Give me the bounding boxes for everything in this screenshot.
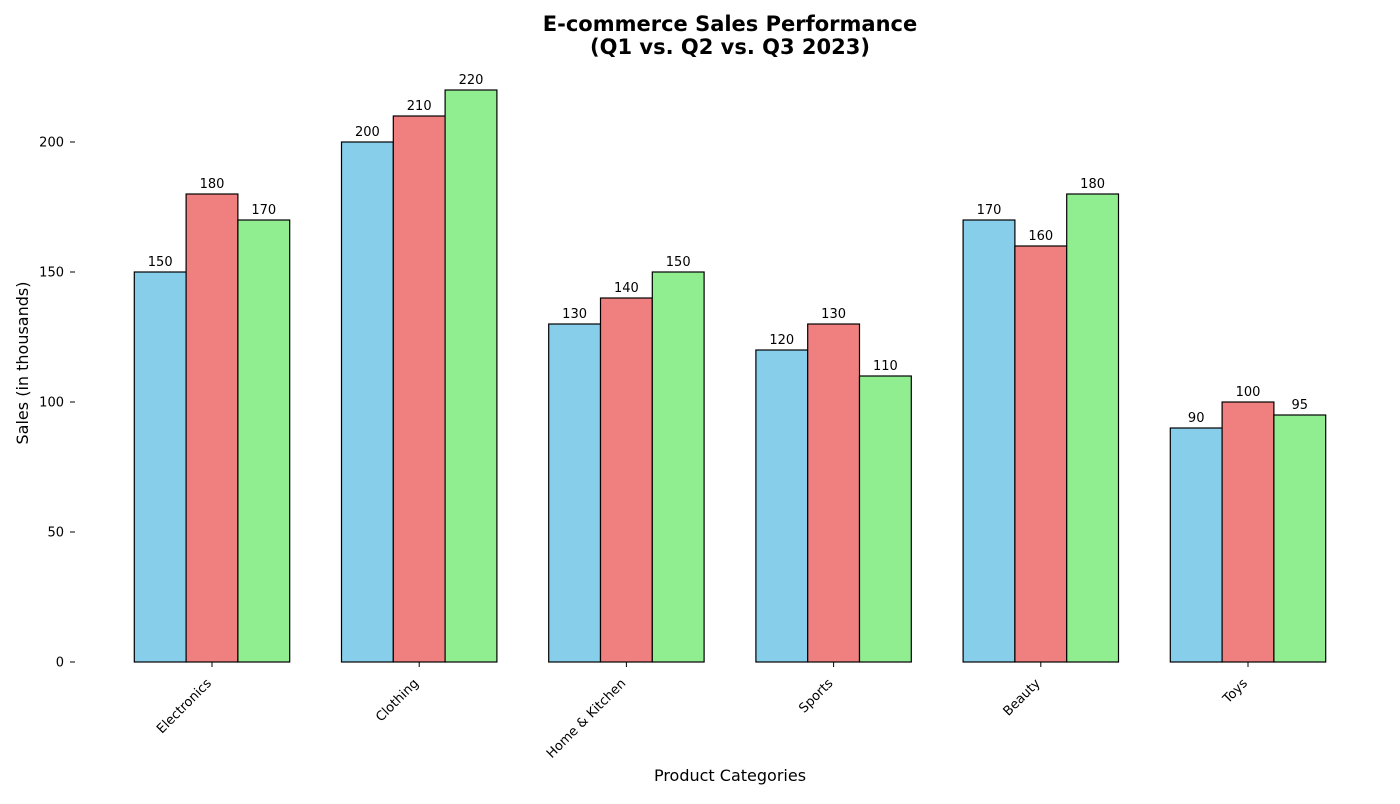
- bar-value-label: 140: [614, 281, 639, 296]
- bar: [1273, 414, 1327, 663]
- bar-value-label: 120: [769, 333, 794, 348]
- bar: [858, 375, 912, 663]
- bar: [599, 297, 653, 663]
- bar: [807, 323, 861, 663]
- bar-value-label: 100: [1236, 385, 1261, 400]
- y-tick-label: 150: [39, 266, 64, 281]
- bar: [392, 115, 446, 663]
- bar-value-label: 160: [1028, 229, 1053, 244]
- bar-value-label: 150: [148, 255, 173, 270]
- bar: [651, 271, 705, 663]
- bar: [962, 219, 1016, 663]
- bar: [755, 349, 809, 663]
- bar: [133, 271, 187, 663]
- y-axis: 0 50 100 150 200: [39, 136, 75, 671]
- bar-value-label: 170: [251, 203, 276, 218]
- y-tick-label: 100: [39, 396, 64, 411]
- bar: [548, 323, 602, 663]
- bar: [340, 141, 394, 663]
- bar-value-label: 180: [1080, 177, 1105, 192]
- x-tick-label: Sports: [796, 676, 836, 716]
- bar: [1221, 401, 1275, 663]
- bar: [237, 219, 291, 663]
- chart-title-line-1: E-commerce Sales Performance: [543, 12, 917, 36]
- x-tick-label: Electronics: [154, 676, 215, 737]
- chart-title-line-2: (Q1 vs. Q2 vs. Q3 2023): [590, 35, 870, 59]
- y-axis-label: Sales (in thousands): [13, 282, 32, 445]
- bar-value-label: 110: [873, 359, 898, 374]
- bar-value-label: 130: [562, 307, 587, 322]
- x-axis: Electronics Clothing Home & Kitchen Sports B…: [154, 662, 1251, 762]
- x-tick-label: Clothing: [373, 676, 422, 725]
- bar: [1169, 427, 1223, 663]
- y-tick-label: 200: [39, 136, 64, 151]
- bars-group: 150 180 170 200 210 220 130 140 150 120 130 110 170 1…: [133, 73, 1327, 663]
- x-tick-label: Home & Kitchen: [544, 676, 629, 761]
- x-tick-label: Toys: [1220, 676, 1251, 707]
- bar: [444, 89, 498, 663]
- x-axis-label: Product Categories: [654, 766, 806, 785]
- bar-value-label: 170: [977, 203, 1002, 218]
- bar-value-label: 200: [355, 125, 380, 140]
- bar-value-label: 95: [1292, 398, 1309, 413]
- bar-value-label: 210: [407, 99, 432, 114]
- bar-value-label: 130: [821, 307, 846, 322]
- bar-value-label: 150: [666, 255, 691, 270]
- bar: [1066, 193, 1120, 663]
- x-tick-label: Beauty: [1001, 676, 1044, 719]
- bar: [1014, 245, 1068, 663]
- y-tick-label: 50: [47, 526, 64, 541]
- bar-value-label: 180: [200, 177, 225, 192]
- bar-value-label: 220: [459, 73, 484, 88]
- bar: [185, 193, 239, 663]
- y-tick-label: 0: [56, 656, 64, 671]
- bar-value-label: 90: [1188, 411, 1205, 426]
